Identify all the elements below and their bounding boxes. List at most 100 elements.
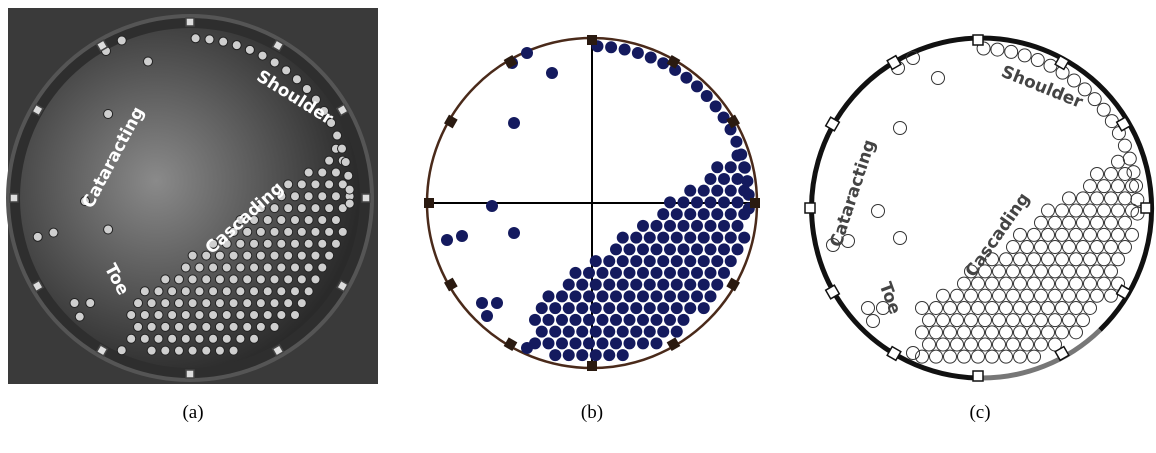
- ball: [284, 275, 293, 284]
- ball: [1005, 45, 1018, 58]
- ball: [630, 302, 642, 314]
- ball: [1084, 277, 1097, 290]
- ball: [154, 287, 163, 296]
- ball: [718, 243, 730, 255]
- ball: [1077, 192, 1090, 205]
- ball: [229, 322, 238, 331]
- ball: [486, 200, 498, 212]
- ball: [86, 299, 95, 308]
- lifter: [587, 35, 597, 45]
- ball: [188, 322, 197, 331]
- ball: [331, 216, 340, 225]
- ball: [215, 299, 224, 308]
- ball: [292, 75, 301, 84]
- ball: [907, 347, 920, 360]
- ball: [1063, 314, 1076, 327]
- ball: [657, 326, 669, 338]
- ball: [916, 326, 929, 339]
- ball: [617, 326, 629, 338]
- ball: [1007, 265, 1020, 278]
- ball: [134, 299, 143, 308]
- ball: [546, 67, 558, 79]
- ball: [732, 173, 744, 185]
- ball: [986, 350, 999, 363]
- ball: [1084, 301, 1097, 314]
- ball: [263, 287, 272, 296]
- ball: [1077, 216, 1090, 229]
- ball: [1042, 277, 1055, 290]
- ball: [718, 196, 730, 208]
- ball: [181, 263, 190, 272]
- ball: [297, 204, 306, 213]
- ball: [140, 287, 149, 296]
- ball: [209, 263, 218, 272]
- ball: [1105, 115, 1118, 128]
- ball: [491, 297, 503, 309]
- ball: [610, 314, 622, 326]
- ball: [1123, 152, 1136, 165]
- ball: [617, 255, 629, 267]
- ball: [894, 122, 907, 135]
- ball: [657, 279, 669, 291]
- ball: [337, 144, 346, 153]
- ball: [1042, 253, 1055, 266]
- ball: [1105, 216, 1118, 229]
- ball: [168, 287, 177, 296]
- ball: [291, 216, 300, 225]
- ball: [576, 326, 588, 338]
- ball: [698, 279, 710, 291]
- ball: [1105, 167, 1118, 180]
- ball: [331, 168, 340, 177]
- ball: [671, 302, 683, 314]
- ball: [610, 337, 622, 349]
- ball: [331, 192, 340, 201]
- ball: [1063, 192, 1076, 205]
- ball: [605, 41, 617, 53]
- ball: [70, 299, 79, 308]
- ball: [657, 302, 669, 314]
- lifter: [10, 194, 18, 202]
- ball: [986, 326, 999, 339]
- ball: [1070, 228, 1083, 241]
- ball: [1105, 241, 1118, 254]
- ball: [521, 47, 533, 59]
- ball: [1091, 241, 1104, 254]
- ball: [1112, 253, 1125, 266]
- ball: [691, 243, 703, 255]
- ball: [263, 216, 272, 225]
- ball: [678, 196, 690, 208]
- ball: [236, 311, 245, 320]
- ball: [624, 290, 636, 302]
- ball: [344, 171, 353, 180]
- ball: [958, 326, 971, 339]
- ball: [1070, 326, 1083, 339]
- ball: [993, 314, 1006, 327]
- ball: [1035, 241, 1048, 254]
- ball: [250, 239, 259, 248]
- ball: [174, 299, 183, 308]
- ball: [576, 302, 588, 314]
- ball: [1021, 314, 1034, 327]
- ball: [284, 251, 293, 260]
- ball: [965, 314, 978, 327]
- ball: [597, 267, 609, 279]
- ball: [965, 289, 978, 302]
- ball: [657, 232, 669, 244]
- region-label: Cascading: [962, 189, 1035, 281]
- ball: [174, 322, 183, 331]
- ball: [222, 311, 231, 320]
- ball: [188, 299, 197, 308]
- ball: [174, 346, 183, 355]
- ball: [311, 180, 320, 189]
- ball: [284, 204, 293, 213]
- ball: [916, 301, 929, 314]
- page: {"panels": [ {"label": "(a)", "regions":…: [0, 0, 1156, 453]
- ball: [49, 228, 58, 237]
- ball: [624, 243, 636, 255]
- ball: [664, 196, 676, 208]
- ball: [284, 227, 293, 236]
- ball: [263, 263, 272, 272]
- ball: [937, 338, 950, 351]
- ball: [610, 243, 622, 255]
- ball: [619, 44, 631, 56]
